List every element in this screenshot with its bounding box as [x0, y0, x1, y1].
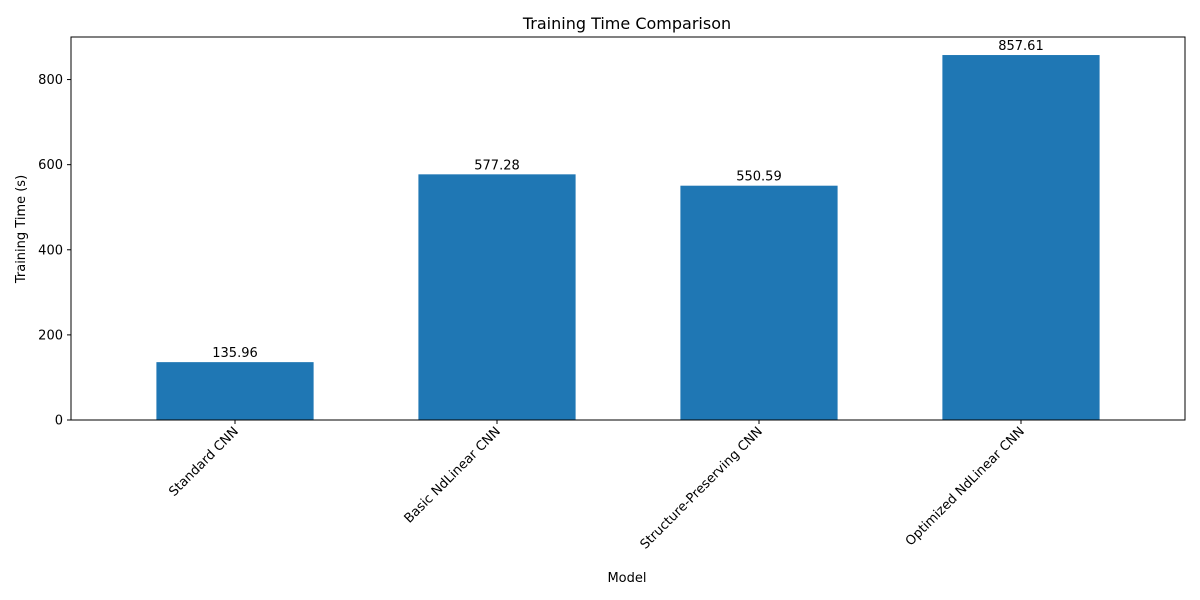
x-tick-label-3: Structure-Preserving CNN — [638, 424, 766, 552]
bar-1 — [156, 362, 314, 420]
chart-title: Training Time Comparison — [522, 14, 731, 33]
x-axis-label: Model — [607, 571, 646, 586]
y-ticks: 0 200 400 600 800 — [38, 73, 71, 429]
y-tick-label-400: 400 — [38, 243, 63, 258]
data-label-2: 577.28 — [474, 158, 520, 173]
y-tick-label-800: 800 — [38, 73, 63, 88]
y-tick-label-600: 600 — [38, 158, 63, 173]
data-label-3: 550.59 — [736, 170, 782, 185]
data-label-4: 857.61 — [998, 39, 1044, 54]
bar-3 — [680, 185, 838, 420]
bars-layer — [156, 55, 1100, 420]
bar-4 — [942, 55, 1100, 420]
y-axis-label: Training Time (s) — [14, 175, 29, 284]
data-labels-layer: 135.96 577.28 550.59 857.61 — [212, 39, 1043, 361]
bar-2 — [418, 174, 576, 420]
x-tick-label-4: Optimized NdLinear CNN — [903, 424, 1028, 549]
x-tick-label-1: Standard CNN — [166, 424, 242, 500]
x-tick-label-2: Basic NdLinear CNN — [402, 424, 504, 526]
y-tick-label-200: 200 — [38, 328, 63, 343]
y-tick-label-0: 0 — [55, 414, 63, 429]
plot-frame — [70, 36, 1186, 421]
x-ticks: Standard CNN Basic NdLinear CNN Structure-… — [166, 420, 1028, 552]
data-label-1: 135.96 — [212, 346, 258, 361]
